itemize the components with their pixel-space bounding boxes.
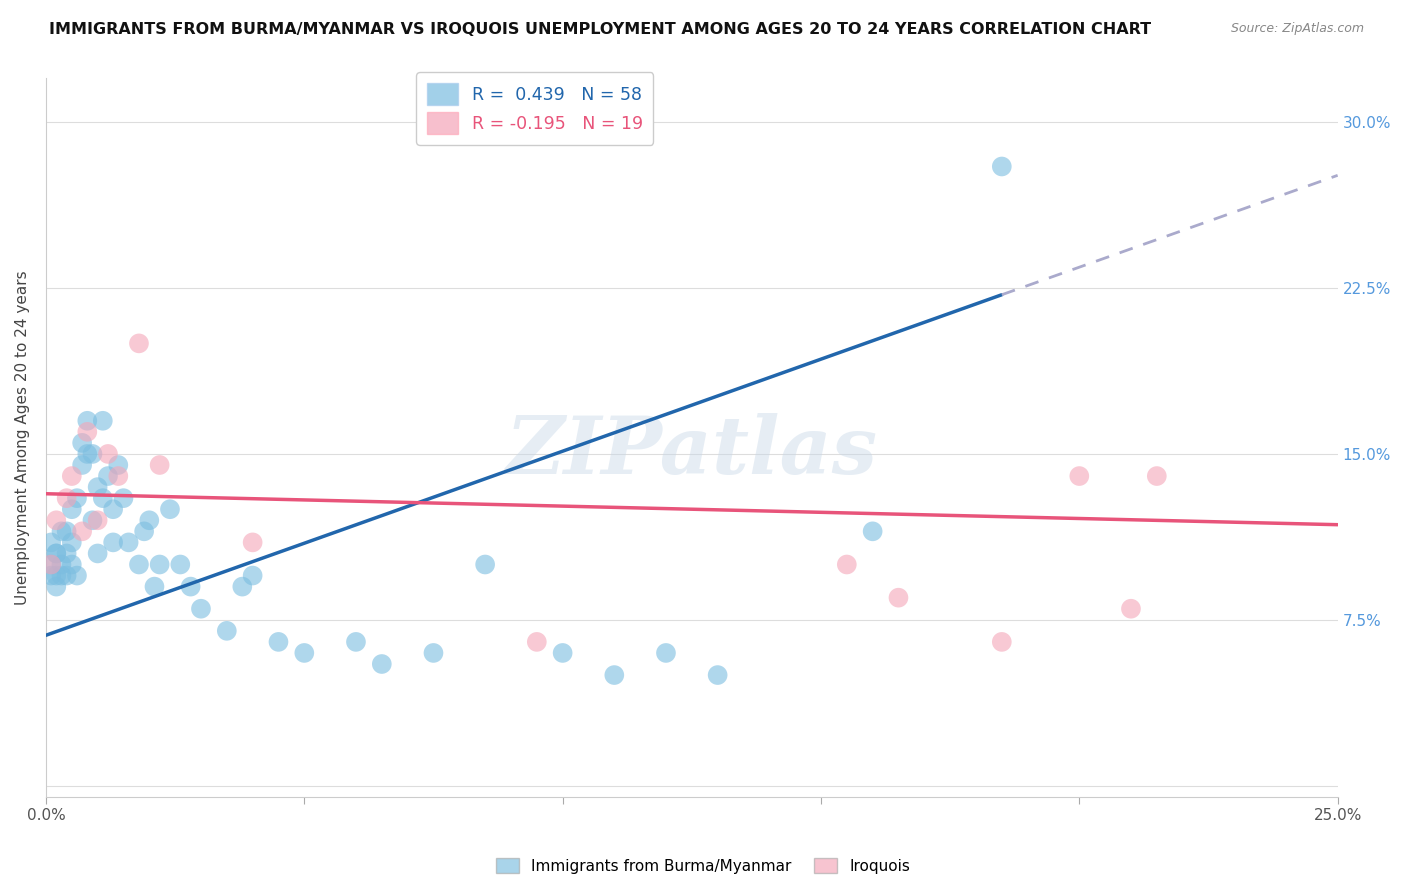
Point bbox=[887, 591, 910, 605]
Point bbox=[267, 635, 290, 649]
Point bbox=[66, 568, 89, 582]
Point bbox=[60, 558, 83, 572]
Point bbox=[242, 535, 264, 549]
Point bbox=[112, 491, 135, 505]
Point bbox=[344, 635, 367, 649]
Point bbox=[706, 668, 728, 682]
Point bbox=[76, 447, 98, 461]
Point bbox=[39, 535, 62, 549]
Point bbox=[82, 513, 104, 527]
Point bbox=[991, 160, 1014, 174]
Point bbox=[991, 635, 1014, 649]
Point bbox=[60, 469, 83, 483]
Point bbox=[91, 491, 114, 505]
Point bbox=[1069, 469, 1091, 483]
Text: IMMIGRANTS FROM BURMA/MYANMAR VS IROQUOIS UNEMPLOYMENT AMONG AGES 20 TO 24 YEARS: IMMIGRANTS FROM BURMA/MYANMAR VS IROQUOI… bbox=[49, 22, 1152, 37]
Point bbox=[55, 568, 77, 582]
Point bbox=[70, 436, 93, 450]
Point bbox=[45, 546, 67, 560]
Text: ZIPatlas: ZIPatlas bbox=[506, 413, 877, 491]
Point bbox=[603, 668, 626, 682]
Point bbox=[371, 657, 394, 671]
Point bbox=[231, 580, 253, 594]
Point bbox=[143, 580, 166, 594]
Point bbox=[55, 546, 77, 560]
Point bbox=[835, 558, 858, 572]
Point bbox=[97, 447, 120, 461]
Point bbox=[39, 558, 62, 572]
Point bbox=[91, 414, 114, 428]
Point bbox=[82, 447, 104, 461]
Point bbox=[51, 524, 73, 539]
Point bbox=[134, 524, 156, 539]
Point bbox=[149, 458, 172, 472]
Point bbox=[70, 524, 93, 539]
Point bbox=[128, 558, 150, 572]
Point bbox=[107, 469, 129, 483]
Legend: Immigrants from Burma/Myanmar, Iroquois: Immigrants from Burma/Myanmar, Iroquois bbox=[489, 852, 917, 880]
Point bbox=[422, 646, 444, 660]
Point bbox=[60, 535, 83, 549]
Point bbox=[45, 546, 67, 560]
Point bbox=[526, 635, 548, 649]
Point bbox=[169, 558, 191, 572]
Text: Source: ZipAtlas.com: Source: ZipAtlas.com bbox=[1230, 22, 1364, 36]
Point bbox=[97, 469, 120, 483]
Point bbox=[149, 558, 172, 572]
Point bbox=[51, 568, 73, 582]
Point bbox=[242, 568, 264, 582]
Point bbox=[138, 513, 160, 527]
Point bbox=[86, 513, 108, 527]
Point bbox=[159, 502, 181, 516]
Point bbox=[60, 502, 83, 516]
Point bbox=[39, 558, 62, 572]
Point bbox=[190, 601, 212, 615]
Point bbox=[551, 646, 574, 660]
Y-axis label: Unemployment Among Ages 20 to 24 years: Unemployment Among Ages 20 to 24 years bbox=[15, 270, 30, 605]
Point bbox=[128, 336, 150, 351]
Point bbox=[1119, 601, 1142, 615]
Point bbox=[51, 558, 73, 572]
Point bbox=[862, 524, 884, 539]
Point bbox=[101, 535, 124, 549]
Point bbox=[45, 568, 67, 582]
Point bbox=[76, 425, 98, 439]
Point bbox=[55, 524, 77, 539]
Point bbox=[215, 624, 238, 638]
Point bbox=[180, 580, 202, 594]
Point bbox=[86, 480, 108, 494]
Point bbox=[474, 558, 496, 572]
Point bbox=[86, 546, 108, 560]
Point bbox=[107, 458, 129, 472]
Point bbox=[101, 502, 124, 516]
Point bbox=[45, 580, 67, 594]
Point bbox=[39, 568, 62, 582]
Point bbox=[1146, 469, 1168, 483]
Point bbox=[292, 646, 315, 660]
Point bbox=[45, 513, 67, 527]
Point bbox=[55, 491, 77, 505]
Point bbox=[117, 535, 139, 549]
Point bbox=[70, 458, 93, 472]
Point bbox=[76, 414, 98, 428]
Point bbox=[655, 646, 678, 660]
Point bbox=[66, 491, 89, 505]
Legend: R =  0.439   N = 58, R = -0.195   N = 19: R = 0.439 N = 58, R = -0.195 N = 19 bbox=[416, 72, 654, 145]
